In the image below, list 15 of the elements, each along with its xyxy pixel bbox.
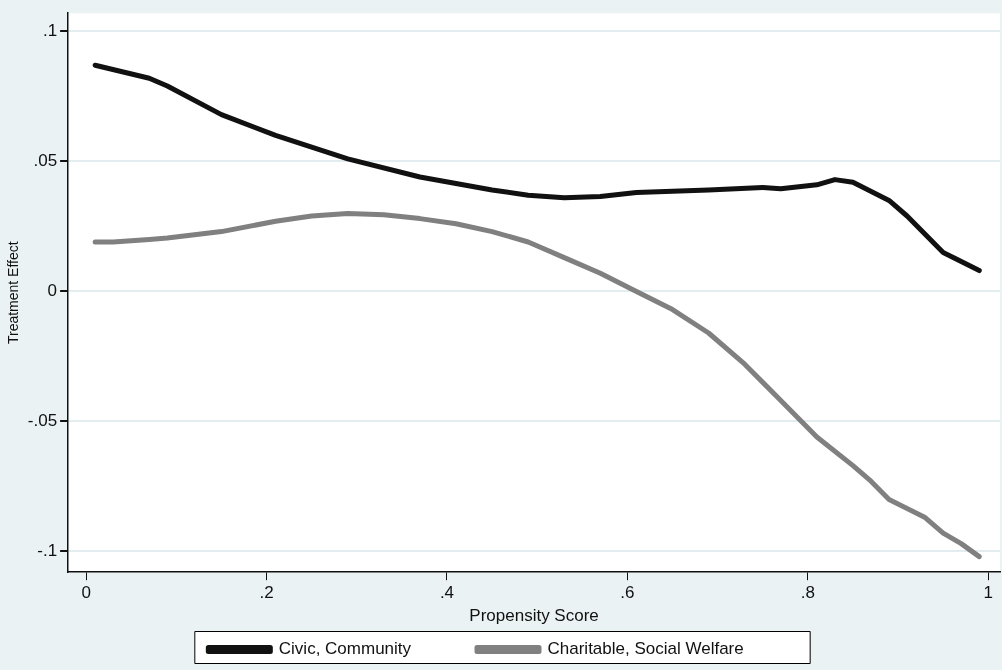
y-tick-label: 0 bbox=[47, 281, 58, 301]
x-tick-label: .6 bbox=[620, 583, 635, 603]
x-axis-title: Propensity Score bbox=[469, 606, 599, 626]
x-tick-label: 0 bbox=[81, 583, 91, 603]
x-tick-label: .8 bbox=[800, 583, 815, 603]
x-tick-label: .2 bbox=[259, 583, 274, 603]
y-axis-title: Treatment Effect bbox=[5, 241, 22, 345]
y-tick-label: -.1 bbox=[37, 541, 58, 561]
y-tick-label: .05 bbox=[33, 151, 58, 171]
y-tick-label: -.05 bbox=[27, 411, 58, 431]
x-tick-label: 1 bbox=[983, 583, 994, 603]
y-tick-label: .1 bbox=[42, 21, 58, 41]
x-tick-label: .4 bbox=[439, 583, 455, 603]
legend-label: Charitable, Social Welfare bbox=[547, 639, 796, 659]
legend-label: Civic, Community bbox=[278, 639, 464, 659]
